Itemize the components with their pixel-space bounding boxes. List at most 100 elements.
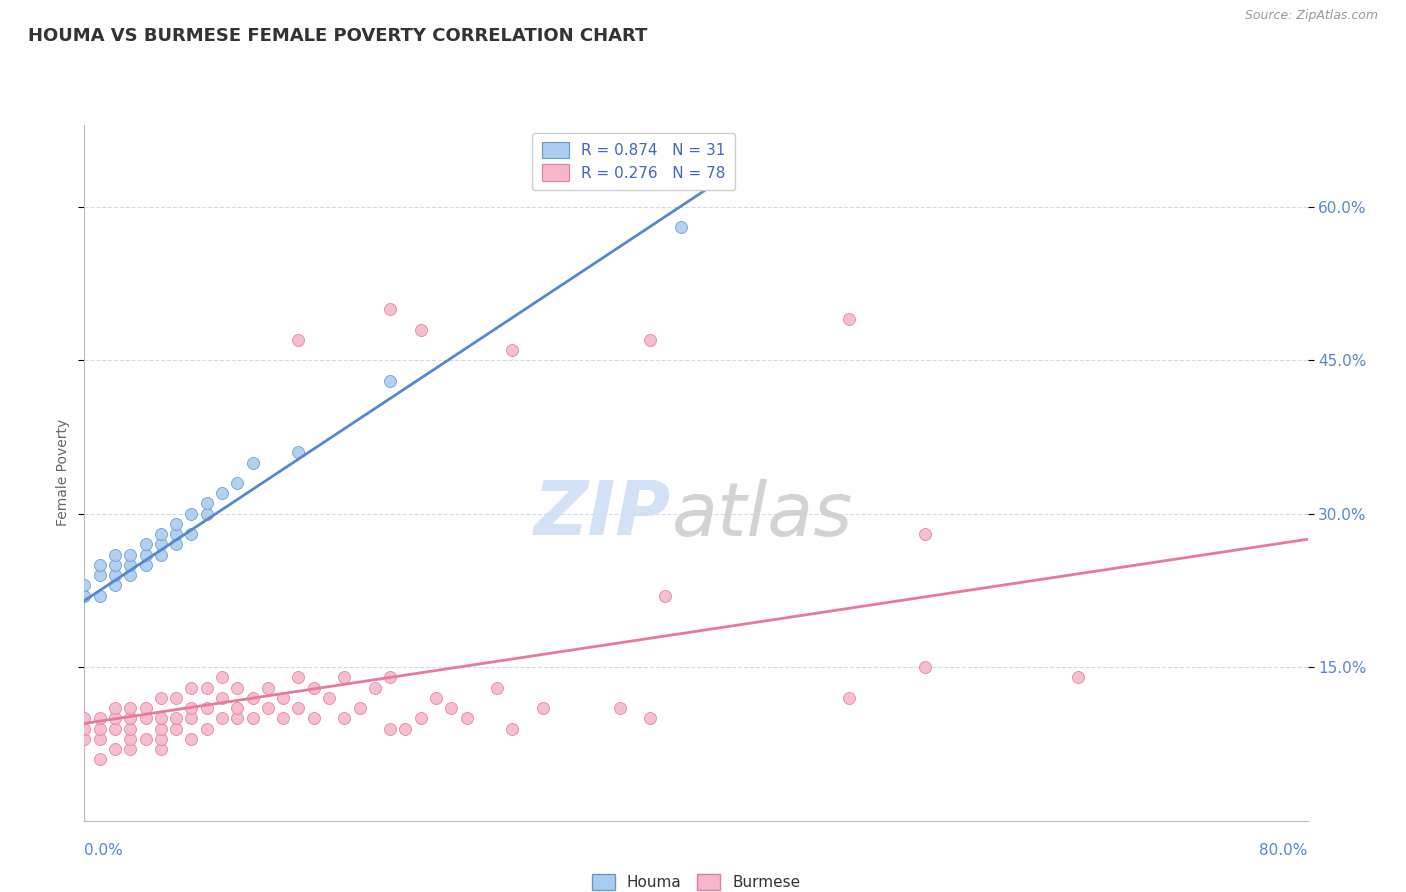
Point [120,558,142,572]
Point [104,558,127,572]
Point [180,731,202,746]
Point [287,670,309,684]
Point [165,711,187,725]
Point [104,578,127,592]
Point [380,301,402,316]
Legend: Houma, Burmese: Houma, Burmese [586,868,806,892]
Point [149,537,172,551]
Point [349,701,371,715]
Point [135,731,157,746]
Point [1067,670,1090,684]
Point [409,322,432,336]
Point [180,527,202,541]
Point [333,670,356,684]
Point [165,690,187,705]
Point [73,722,96,736]
Point [838,312,860,326]
Point [271,711,294,725]
Point [120,568,142,582]
Point [149,690,172,705]
Point [135,558,157,572]
Point [531,701,554,715]
Point [149,731,172,746]
Point [914,660,936,674]
Point [135,701,157,715]
Text: 80.0%: 80.0% [1260,843,1308,858]
Point [195,507,218,521]
Point [318,690,340,705]
Point [211,711,233,725]
Point [149,742,172,756]
Point [89,722,111,736]
Point [89,711,111,725]
Point [120,548,142,562]
Point [135,537,157,551]
Point [195,681,218,695]
Point [242,690,264,705]
Point [195,722,218,736]
Point [502,722,524,736]
Point [165,722,187,736]
Point [409,711,432,725]
Point [486,681,509,695]
Text: ZIP: ZIP [534,478,672,551]
Point [669,220,692,235]
Point [180,711,202,725]
Point [89,589,111,603]
Point [380,722,402,736]
Point [165,527,187,541]
Point [638,711,661,725]
Text: atlas: atlas [672,478,853,550]
Point [135,548,157,562]
Point [89,731,111,746]
Point [73,578,96,592]
Point [120,742,142,756]
Point [425,690,447,705]
Point [165,537,187,551]
Point [257,681,280,695]
Point [104,548,127,562]
Point [333,711,356,725]
Point [149,711,172,725]
Point [135,711,157,725]
Point [302,711,325,725]
Point [211,670,233,684]
Point [287,333,309,347]
Point [104,711,127,725]
Point [271,690,294,705]
Point [73,589,96,603]
Point [195,701,218,715]
Y-axis label: Female Poverty: Female Poverty [56,419,70,526]
Point [242,456,264,470]
Point [120,711,142,725]
Point [211,486,233,500]
Point [73,711,96,725]
Point [165,516,187,531]
Point [380,374,402,388]
Point [120,731,142,746]
Point [302,681,325,695]
Text: Source: ZipAtlas.com: Source: ZipAtlas.com [1244,9,1378,22]
Point [394,722,416,736]
Point [104,742,127,756]
Point [654,589,676,603]
Point [195,496,218,510]
Point [440,701,463,715]
Point [287,701,309,715]
Point [257,701,280,715]
Point [180,507,202,521]
Point [226,701,249,715]
Text: 0.0%: 0.0% [84,843,124,858]
Point [149,722,172,736]
Point [242,711,264,725]
Point [456,711,478,725]
Point [609,701,631,715]
Point [380,670,402,684]
Point [104,568,127,582]
Point [226,681,249,695]
Point [226,711,249,725]
Point [364,681,387,695]
Point [104,701,127,715]
Point [89,558,111,572]
Point [638,333,661,347]
